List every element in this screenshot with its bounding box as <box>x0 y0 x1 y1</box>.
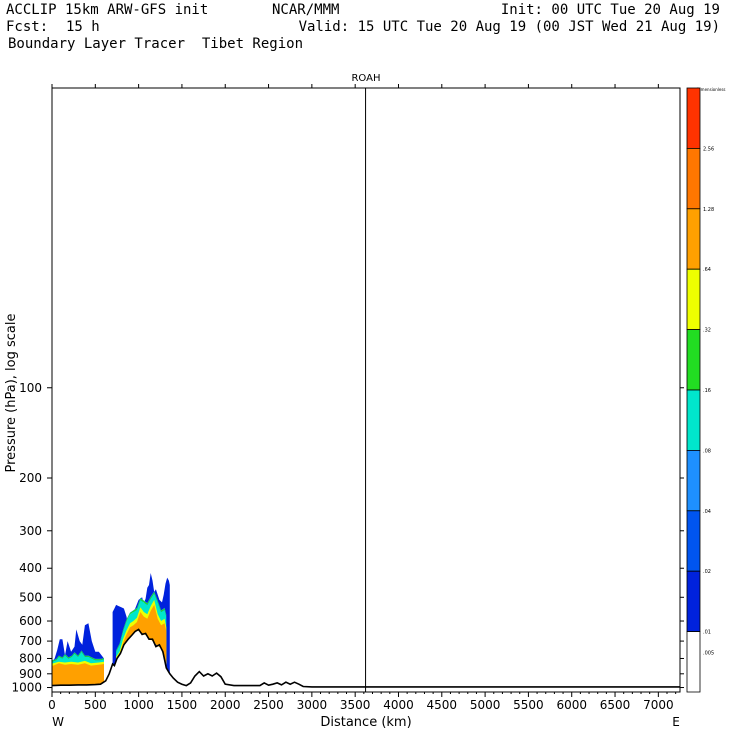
tracer-band-1_28-1 <box>116 604 167 668</box>
y-tick-label-600: 600 <box>19 614 42 628</box>
x-tick-label-2000: 2000 <box>210 698 241 712</box>
forecast-hours: 15 h <box>66 19 100 35</box>
tracer-transition-0 <box>52 650 104 662</box>
colorbar-swatch-6 <box>686 449 701 512</box>
x-tick-label-6000: 6000 <box>556 698 587 712</box>
x-tick-label-5000: 5000 <box>470 698 501 712</box>
y-tick-label-700: 700 <box>19 634 42 648</box>
organization-label: NCAR/MMM <box>272 2 340 18</box>
valid-time: Valid: 15 UTC Tue 20 Aug 19 (00 JST Wed … <box>298 19 720 35</box>
y-tick-label-1000: 1000 <box>11 681 42 695</box>
forecast-label: Fcst: <box>6 19 49 35</box>
x-axis-label: Distance (km) <box>320 715 411 730</box>
x-tick-label-3500: 3500 <box>340 698 371 712</box>
x-tick-label-1500: 1500 <box>167 698 198 712</box>
chart-title: ROAH <box>351 73 380 84</box>
y-tick-label-100: 100 <box>19 381 42 395</box>
y-tick-label-500: 500 <box>19 590 42 604</box>
colorbar-swatch-9 <box>686 631 701 693</box>
colorbar-label-9: 2.56 <box>703 146 714 152</box>
y-tick-label-800: 800 <box>19 651 42 665</box>
x-axis-right-end-label: E <box>672 715 680 729</box>
tracer-band-1_28-0 <box>52 663 104 686</box>
x-tick-label-7000: 7000 <box>643 698 674 712</box>
colorbar-swatch-4 <box>686 329 701 391</box>
colorbar-swatch-3 <box>686 268 701 331</box>
model-title: ACCLIP 15km ARW-GFS init <box>6 2 209 18</box>
x-axis-left-end-label: W <box>52 715 64 729</box>
y-tick-label-300: 300 <box>19 524 42 538</box>
terrain-line <box>52 628 680 688</box>
colorbar-label-6: .32 <box>703 328 711 334</box>
colorbar-swatch-5 <box>686 389 701 451</box>
colorbar-label-1: .01 <box>703 630 711 636</box>
x-tick-label-4500: 4500 <box>427 698 458 712</box>
colorbar-swatch-1 <box>686 147 701 210</box>
colorbar-label-8: 1.28 <box>703 207 714 213</box>
colorbar-swatch-2 <box>686 208 701 270</box>
colorbar-swatch-0 <box>686 87 701 149</box>
colorbar-label-0: .005 <box>703 651 714 657</box>
plot-frame <box>51 87 681 693</box>
y-tick-label-400: 400 <box>19 561 42 575</box>
init-time: Init: 00 UTC Tue 20 Aug 19 <box>500 2 720 18</box>
x-tick-label-500: 500 <box>84 698 107 712</box>
tracer-transition-1 <box>116 591 167 652</box>
plot-area <box>52 573 680 688</box>
colorbar-swatch-8 <box>686 570 701 633</box>
colorbar-label-7: .64 <box>703 267 711 273</box>
y-tick-label-200: 200 <box>19 471 42 485</box>
colorbar-swatch-7 <box>686 510 701 572</box>
colorbar-label-5: .16 <box>703 388 711 394</box>
colorbar-label-4: .08 <box>703 448 711 454</box>
x-tick-label-5500: 5500 <box>513 698 544 712</box>
y-tick-label-900: 900 <box>19 667 42 681</box>
x-tick-label-4000: 4000 <box>383 698 414 712</box>
x-tick-label-3000: 3000 <box>297 698 328 712</box>
y-axis-label: Pressure (hPa), log scale <box>4 314 19 473</box>
field-description: Boundary Layer Tracer Tibet Region <box>8 36 304 52</box>
colorbar-label-2: .02 <box>703 569 711 575</box>
x-tick-label-0: 0 <box>48 698 56 712</box>
x-tick-label-6500: 6500 <box>600 698 631 712</box>
x-tick-label-2500: 2500 <box>253 698 284 712</box>
x-tick-label-1000: 1000 <box>123 698 154 712</box>
colorbar-title: Dimensionless <box>696 87 725 92</box>
colorbar-label-3: .04 <box>703 509 711 515</box>
